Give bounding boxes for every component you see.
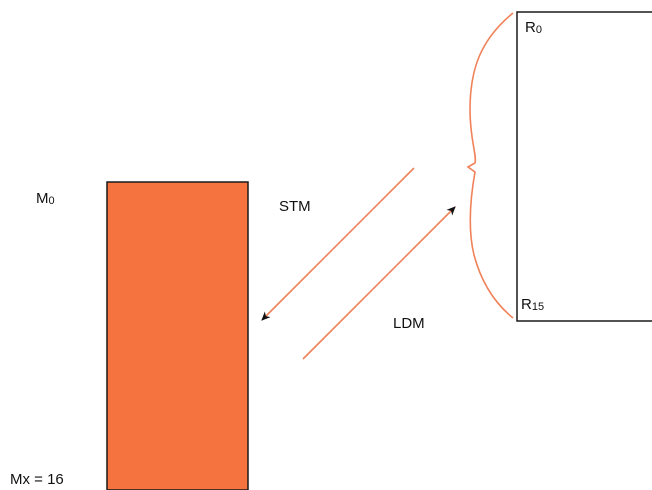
memory-block: [106, 181, 249, 490]
register-bottom-label: R15: [521, 296, 545, 313]
ldm-arrow: [302, 206, 456, 360]
register-top-label-main: R: [525, 19, 536, 36]
register-top-label: R0: [525, 19, 542, 36]
register-top-label-sub: 0: [535, 24, 542, 36]
ldm-label: LDM: [393, 315, 425, 332]
stm-arrow: [261, 167, 415, 321]
register-file-box: [516, 11, 652, 322]
register-brace: [466, 12, 514, 319]
memory-top-label-main: M: [36, 190, 49, 207]
register-bottom-label-main: R: [521, 296, 532, 313]
register-bottom-label-sub: 15: [531, 301, 545, 313]
memory-top-label: M0: [36, 190, 55, 207]
stm-label: STM: [279, 198, 311, 215]
memory-top-label-sub: 0: [48, 195, 55, 207]
memory-bottom-label: Mx = 16: [10, 471, 64, 488]
